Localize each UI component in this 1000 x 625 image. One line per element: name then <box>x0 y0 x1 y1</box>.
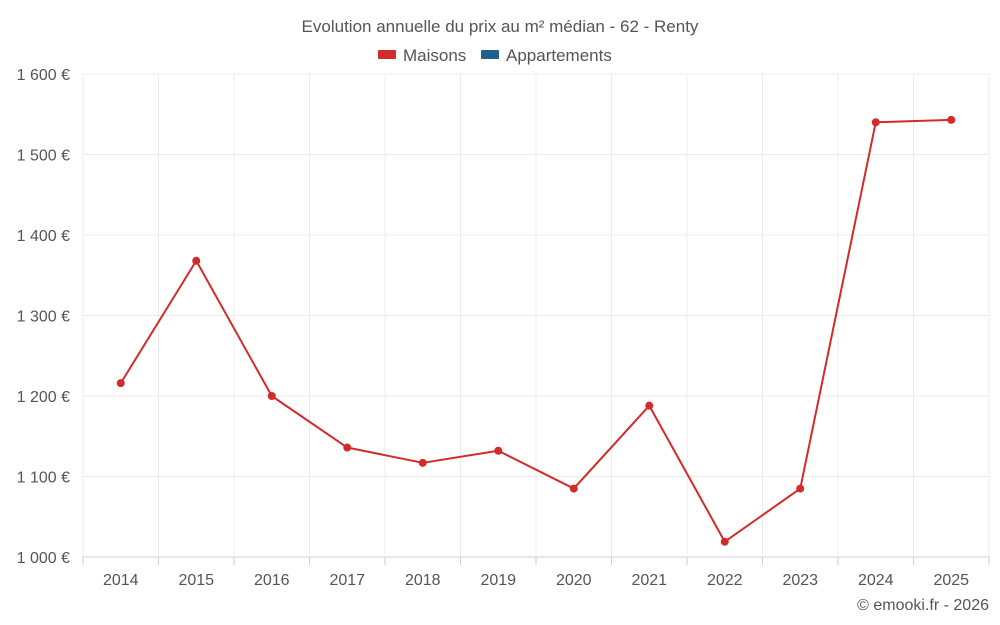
data-point-maisons[interactable]: 2024: 1540 <box>871 118 880 127</box>
data-point-maisons[interactable]: 2019: 1132 <box>494 446 503 455</box>
data-point-maisons[interactable]: 2022: 1019 <box>720 537 729 546</box>
data-point-maisons[interactable]: 2025: 1543 <box>947 115 956 124</box>
y-tick-label: 1 200 € <box>17 389 70 406</box>
data-point-maisons[interactable]: 2017: 1136 <box>343 443 352 452</box>
x-tick-label: 2018 <box>405 572 441 589</box>
legend-swatch-maisons <box>378 50 396 59</box>
x-tick-label: 2019 <box>480 572 516 589</box>
legend: Maisons Appartements <box>378 46 612 65</box>
legend-label-appartements: Appartements <box>506 46 612 65</box>
data-point-maisons[interactable]: 2023: 1085 <box>796 484 805 493</box>
legend-item-appartements[interactable]: Appartements <box>481 46 612 65</box>
x-tick-label: 2022 <box>707 572 743 589</box>
data-point-maisons[interactable]: 2015: 1368 <box>192 256 201 265</box>
x-tick-label: 2025 <box>933 572 969 589</box>
y-tick-label: 1 500 € <box>17 148 70 165</box>
x-tick-label: 2024 <box>858 572 894 589</box>
x-tick-label: 2021 <box>631 572 667 589</box>
x-tick-label: 2016 <box>254 572 290 589</box>
data-point-maisons[interactable]: 2018: 1117 <box>418 458 427 467</box>
legend-label-maisons: Maisons <box>403 46 466 65</box>
x-tick-label: 2020 <box>556 572 592 589</box>
y-tick-label: 1 300 € <box>17 309 70 326</box>
y-tick-label: 1 600 € <box>17 67 70 84</box>
chart-title: Evolution annuelle du prix au m² médian … <box>302 17 699 36</box>
legend-swatch-appartements <box>481 50 499 59</box>
data-point-maisons[interactable]: 2021: 1188 <box>645 401 654 410</box>
series-line-maisons <box>119 118 952 543</box>
y-axis-ticks: 1 000 € 1 100 € 1 200 € 1 300 € 1 400 € 1 500… <box>17 67 70 567</box>
x-tick-label: 2023 <box>782 572 818 589</box>
y-tick-label: 1 000 € <box>17 550 70 567</box>
y-tick-label: 1 400 € <box>17 228 70 245</box>
x-axis-ticks: 2014 2015 2016 2017 2018 2019 2020 2021 2022 2023… <box>82 557 990 589</box>
y-tick-label: 1 100 € <box>17 470 70 487</box>
x-tick-label: 2017 <box>329 572 365 589</box>
credit-text: © emooki.fr - 2026 <box>857 597 989 614</box>
data-point-maisons[interactable]: 2020: 1085 <box>569 484 578 493</box>
x-tick-label: 2015 <box>178 572 214 589</box>
data-point-maisons[interactable]: 2014: 1216 <box>116 379 125 388</box>
grid <box>82 73 990 558</box>
legend-item-maisons[interactable]: Maisons <box>378 46 466 65</box>
x-tick-label: 2014 <box>103 572 139 589</box>
